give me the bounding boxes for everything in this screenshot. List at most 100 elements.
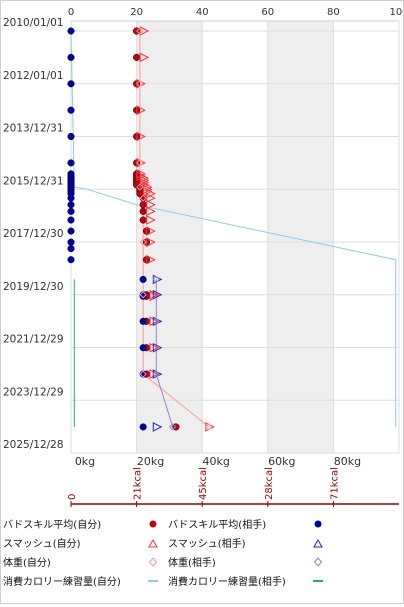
legend-symbol-circle <box>314 520 322 528</box>
legend-label: バドスキル平均(相手) <box>168 518 266 531</box>
data-point-triangle <box>136 105 146 116</box>
series-lines <box>70 30 397 428</box>
data-point-circle <box>139 423 147 431</box>
data-point-triangle <box>139 52 150 63</box>
bottom-tick-label: 80kg <box>334 455 361 468</box>
date-tick-label: 2010/01/01 <box>3 17 64 29</box>
shaded-band-0 <box>136 21 203 453</box>
data-point-diamond <box>168 423 177 431</box>
data-point-diamond <box>136 80 144 88</box>
calorie-tick-label: 71kcal <box>329 467 340 500</box>
data-point-circle <box>67 238 75 246</box>
data-point-triangle <box>146 226 156 236</box>
data-point-triangle <box>152 422 163 432</box>
data-point-circle <box>139 207 147 215</box>
bottom-tick-label: 20kg <box>137 455 164 468</box>
data-point-diamond <box>136 27 144 35</box>
date-tick-label: 2015/12/31 <box>3 175 64 187</box>
data-point-circle <box>67 207 75 215</box>
top-tick-label: 40 <box>196 7 209 18</box>
data-point-circle <box>67 216 75 224</box>
plot-border <box>70 20 400 454</box>
bottom-tick-label: 60kg <box>268 455 295 468</box>
data-point-circle <box>67 106 75 114</box>
data-point-diamond <box>152 275 160 284</box>
data-point-triangle <box>146 215 156 225</box>
legend-label: 消費カロリー練習量(相手) <box>168 575 286 588</box>
date-axis: 2010/01/01 2012/01/01 2013/12/31 2015/12/31… <box>3 17 64 451</box>
data-point-diamond <box>139 291 147 299</box>
legend-label: スマッシュ(自分) <box>3 537 81 550</box>
data-point-triangle <box>149 316 160 327</box>
data-point-circle <box>139 201 147 209</box>
bottom-tick-label: 40kg <box>203 455 230 468</box>
date-tick-label: 2025/12/28 <box>3 439 64 451</box>
series-line-6 <box>70 30 397 427</box>
date-tick-label: 2021/12/29 <box>3 334 64 346</box>
data-point-diamond <box>139 370 147 378</box>
series-line-5 <box>155 279 174 428</box>
top-tick-label: 0 <box>68 7 74 18</box>
date-tick-label: 2023/12/29 <box>3 386 64 398</box>
legend-label: 体重(相手) <box>168 556 216 569</box>
data-point-diamond <box>136 183 144 191</box>
bottom-tick-label: 0kg <box>75 455 95 468</box>
top-tick-label: 20 <box>130 7 143 18</box>
data-point-diamond <box>152 370 160 378</box>
top-tick-label: 100 <box>389 7 403 18</box>
data-point-triangle <box>146 199 156 210</box>
data-point-diamond <box>205 423 213 431</box>
data-point-triangle <box>152 342 163 353</box>
data-point-circle <box>133 53 141 61</box>
data-point-triangle <box>149 369 160 379</box>
data-point-circle <box>67 245 75 253</box>
data-point-triangle <box>152 289 163 300</box>
grid-lines <box>70 20 400 454</box>
series-markers <box>67 26 215 432</box>
legend-symbol-diamond <box>313 557 323 567</box>
top-tick-label: 80 <box>327 7 340 18</box>
date-tick-label: 2013/12/31 <box>3 123 64 135</box>
top-axis: 0 20 40 60 80 100 <box>68 7 404 18</box>
legend-label: 体重(自分) <box>3 556 51 569</box>
data-point-diamond <box>136 159 144 167</box>
shaded-band-1 <box>267 21 334 453</box>
date-tick-label: 2017/12/30 <box>3 228 64 240</box>
data-point-circle <box>67 159 75 167</box>
data-point-diamond <box>139 194 147 202</box>
data-point-triangle <box>136 131 146 142</box>
legend-label: バドスキル平均(自分) <box>3 518 101 531</box>
legend-symbol-triangle <box>313 538 323 548</box>
data-point-triangle <box>146 254 156 265</box>
data-point-circle <box>67 256 75 264</box>
data-point-circle <box>67 227 75 235</box>
data-point-circle <box>67 27 75 35</box>
calorie-tick-label: 45kcal <box>198 467 209 500</box>
legend-symbol-triangle <box>148 538 158 548</box>
data-point-circle <box>139 275 147 283</box>
data-point-circle <box>139 292 147 300</box>
data-point-triangle <box>139 26 150 36</box>
data-point-diamond <box>139 238 147 246</box>
legend-symbol-diamond <box>148 557 158 567</box>
data-point-circle <box>67 201 75 209</box>
data-point-diamond <box>152 317 160 326</box>
calorie-tick-label: 28kcal <box>264 467 275 500</box>
data-point-triangle <box>146 206 156 217</box>
shaded-bands <box>136 21 334 453</box>
data-point-circle <box>67 80 75 88</box>
calorie-axis: 0 21kcal 45kcal 28kcal 71kcal <box>67 467 399 507</box>
top-tick-label: 60 <box>261 7 274 18</box>
data-point-circle <box>139 216 147 224</box>
data-point-circle <box>67 132 75 141</box>
data-point-circle <box>67 53 75 61</box>
legend: バドスキル平均(自分) バドスキル平均(相手) スマッシュ(自分) スマッシュ(相手)… <box>3 518 323 588</box>
bottom-axis: 0kg 20kg 40kg 60kg 80kg <box>75 455 361 468</box>
data-point-triangle <box>136 171 146 181</box>
date-tick-label: 2019/12/30 <box>3 281 64 293</box>
legend-label: 消費カロリー練習量(自分) <box>3 575 121 588</box>
data-point-triangle <box>149 342 160 353</box>
legend-symbol-circle <box>149 520 157 528</box>
